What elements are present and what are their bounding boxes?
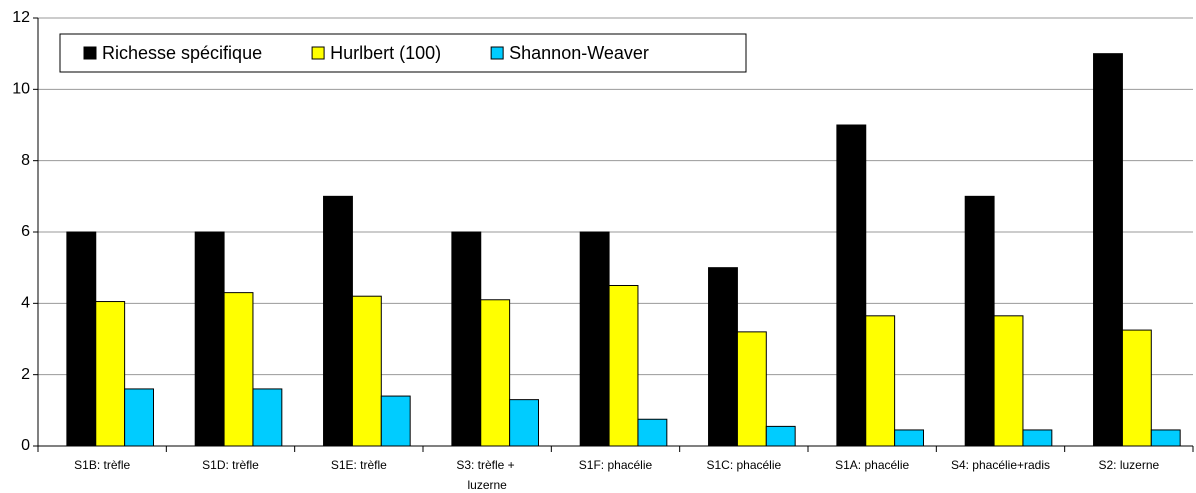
y-tick-label: 2	[21, 366, 30, 383]
x-tick-label: S1F: phacélie	[579, 458, 653, 472]
bar	[765, 425, 796, 447]
legend-swatch	[311, 46, 325, 60]
bar	[894, 429, 924, 447]
bar	[637, 418, 668, 447]
x-tick-label: S1D: trèfle	[202, 458, 259, 472]
bar	[865, 315, 896, 447]
bar	[95, 301, 126, 447]
bar	[509, 399, 539, 447]
bar	[1150, 429, 1181, 447]
bar	[608, 285, 639, 447]
bar	[380, 395, 411, 447]
x-tick-label-line: luzerne	[467, 478, 507, 492]
y-tick-label: 6	[21, 223, 30, 240]
x-tick-label-line: S3: trèfle +	[456, 458, 518, 472]
bar	[252, 388, 283, 447]
y-tick-label: 4	[21, 295, 30, 312]
bar	[323, 195, 353, 447]
x-tick-label: S2: luzerne	[1098, 458, 1159, 472]
y-tick-label: 8	[21, 152, 30, 169]
x-tick-label: S3: trèfle + luzerne	[456, 458, 518, 492]
bar	[66, 231, 97, 447]
x-tick-label: S4: phacélie+radis	[951, 458, 1050, 472]
x-tick-label: S1B: trèfle	[74, 458, 130, 472]
bar	[223, 292, 254, 447]
legend-box	[59, 33, 747, 73]
y-tick-label: 0	[21, 437, 30, 454]
legend-swatch	[490, 46, 504, 60]
bar	[964, 195, 995, 447]
legend-label: Hurlbert (100)	[330, 43, 441, 63]
bar	[124, 388, 154, 447]
x-tick-label: S1C: phacélie	[706, 458, 781, 472]
bar	[708, 267, 738, 447]
x-tick-label: S1A: phacélie	[835, 458, 909, 472]
legend-swatch	[83, 46, 97, 60]
bar	[480, 299, 511, 447]
bar	[1121, 329, 1152, 447]
y-tick-label: 12	[12, 9, 30, 26]
bar	[1022, 429, 1053, 447]
legend-label: Shannon-Weaver	[509, 43, 649, 63]
bar	[1093, 53, 1123, 447]
bar	[993, 315, 1024, 447]
bar	[194, 231, 225, 447]
bar	[351, 295, 382, 447]
bar	[836, 124, 867, 447]
x-tick-label: S1E: trèfle	[331, 458, 387, 472]
bar	[451, 231, 482, 447]
legend-label: Richesse spécifique	[102, 43, 262, 63]
y-tick-label: 10	[12, 81, 30, 98]
bar	[736, 331, 767, 447]
bar	[579, 231, 610, 447]
